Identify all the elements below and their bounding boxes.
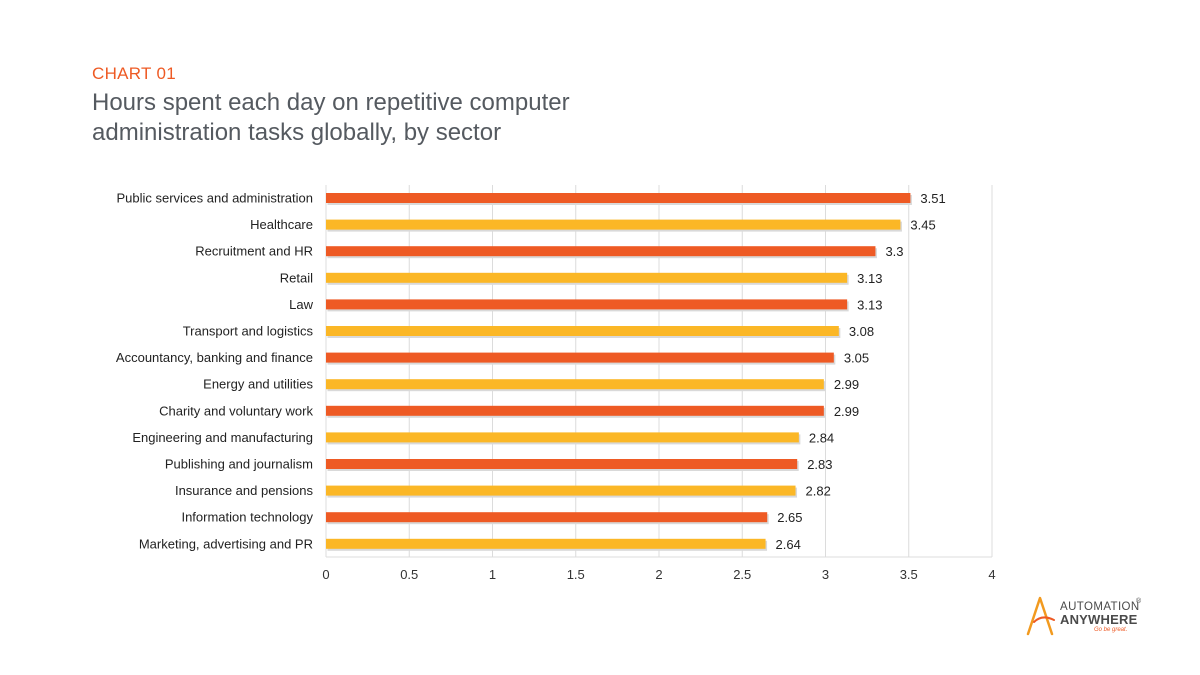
bar (326, 432, 799, 443)
x-tick-label: 2.5 (733, 567, 751, 582)
value-label: 3.13 (857, 271, 882, 286)
logo-tagline: Go be great. (1094, 627, 1128, 633)
category-label: Charity and voluntary work (159, 403, 313, 418)
bar (326, 193, 911, 203)
bar (326, 538, 766, 549)
value-label: 2.65 (777, 510, 802, 525)
value-label: 3.08 (849, 324, 874, 339)
value-label: 2.83 (807, 457, 832, 472)
x-tick-label: 2 (655, 567, 662, 582)
value-label: 2.64 (776, 537, 801, 552)
logo-registered-mark: ® (1136, 598, 1142, 605)
bar (326, 299, 848, 310)
bar (326, 272, 848, 283)
automation-anywhere-logo: AUTOMATION ® ANYWHERE Go be great. (1024, 592, 1174, 640)
x-tick-label: 1.5 (567, 567, 585, 582)
bar (326, 405, 824, 416)
x-tick-label: 4 (988, 567, 995, 582)
value-label: 3.51 (920, 191, 945, 206)
category-label: Healthcare (250, 217, 313, 232)
value-label: 3.45 (910, 218, 935, 233)
category-label: Recruitment and HR (195, 244, 313, 259)
value-label: 2.82 (806, 484, 831, 499)
category-label: Information technology (181, 510, 313, 525)
x-tick-label: 0.5 (400, 567, 418, 582)
bar (326, 352, 834, 363)
logo-a-icon (1026, 596, 1055, 636)
bar (326, 512, 768, 523)
category-label: Transport and logistics (183, 324, 314, 339)
bar (326, 379, 824, 390)
category-label: Engineering and manufacturing (132, 430, 313, 445)
x-tick-label: 1 (489, 567, 496, 582)
value-label: 3.3 (885, 244, 903, 259)
x-tick-label: 0 (322, 567, 329, 582)
value-label: 2.99 (834, 404, 859, 419)
bar (326, 246, 876, 257)
category-label: Public services and administration (116, 191, 313, 206)
bar (326, 326, 839, 336)
chart-number-label: CHART 01 (92, 64, 176, 83)
category-label: Accountancy, banking and finance (116, 350, 313, 365)
chart-title: Hours spent each day on repetitive compu… (92, 89, 570, 146)
category-label: Publishing and journalism (165, 457, 313, 472)
logo-text-automation: AUTOMATION (1060, 601, 1140, 613)
logo-text-anywhere: ANYWHERE (1060, 612, 1138, 627)
x-tick-label: 3 (822, 567, 829, 582)
category-label: Insurance and pensions (175, 483, 314, 498)
category-label: Retail (280, 270, 313, 285)
x-tick-label: 3.5 (900, 567, 918, 582)
bar (326, 485, 796, 496)
value-label: 2.84 (809, 430, 834, 445)
value-label: 2.99 (834, 377, 859, 392)
category-label: Marketing, advertising and PR (139, 536, 313, 551)
category-label: Energy and utilities (203, 377, 313, 392)
bar (326, 459, 798, 469)
bar (326, 219, 901, 230)
value-label: 3.13 (857, 297, 882, 312)
value-label: 3.05 (844, 351, 869, 366)
category-label: Law (289, 297, 313, 312)
